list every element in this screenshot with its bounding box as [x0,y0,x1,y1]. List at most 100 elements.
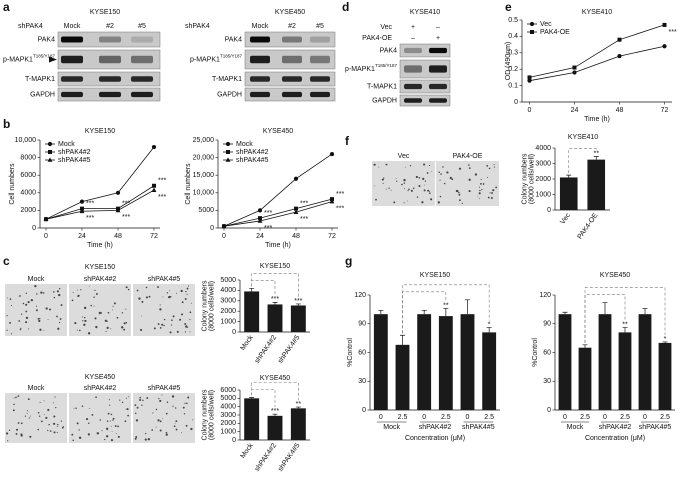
y-axis-label: Cell numbers [185,163,192,205]
y-tick-label: 1000 [220,429,236,436]
colony [26,412,28,414]
colony [73,407,75,409]
colony [7,440,9,442]
y-axis-label: (8000 cells/well) [528,154,535,204]
x-tick-label: 0 [422,414,426,421]
comparison-bracket [251,273,299,297]
significance: *** [271,408,279,415]
colony [80,289,82,291]
x-tick-label: 0 [466,414,470,421]
colony [461,202,463,205]
marker [257,208,263,213]
colony [121,326,124,329]
colony [187,396,190,399]
series-line [529,24,665,78]
y-tick-label: 0 [547,207,551,214]
colony [10,305,13,307]
colony [81,405,84,407]
blot-band [131,36,153,43]
colony [187,285,189,287]
y-axis-label: (8000 cells/well) [208,281,215,331]
chart-title: KYSE450 [260,375,290,382]
x-tick-label: Mock [239,442,255,460]
colony [186,287,189,290]
colony [185,424,188,427]
marker [79,199,85,204]
y-tick-label: 120 [539,292,551,299]
significance: *** [86,215,94,222]
colony [19,295,21,297]
colony [431,170,433,172]
colony [39,401,41,403]
bar [395,344,410,410]
colony [125,321,128,324]
group-label: Mock [567,424,584,431]
colony [176,330,179,333]
arrow [49,56,57,63]
condition-label: PAK4-OE [362,35,392,42]
blot-title: KYSE410 [410,9,440,16]
colony [119,399,121,401]
colony [190,427,193,431]
significance: *** [669,29,677,36]
blot-band [99,55,121,64]
blot-band [310,36,330,43]
colony [181,301,184,304]
colony [85,418,89,421]
colony [481,188,483,191]
colony [187,326,189,328]
y-axis-label: Colony numbers [201,389,208,440]
legend-label: shPAK4#5 [58,157,91,164]
colony [413,187,415,189]
micrograph-label: shPAK4#2 [84,385,117,392]
panel-label: g [345,254,352,268]
condition-sign: – [436,24,440,31]
colony [373,163,376,166]
blot-band [131,76,153,82]
colony [426,172,429,174]
colony [95,293,98,295]
colony [56,290,59,293]
colony [135,436,138,438]
colony [94,289,96,291]
legend-label: shPAK4#5 [236,157,269,164]
colony [172,405,174,407]
blot-band [61,36,83,43]
colony [175,428,178,431]
error-bar [642,308,648,315]
marker [329,151,335,157]
colony [145,286,148,289]
error-bar [249,397,255,399]
colony [25,303,28,306]
colony [135,419,139,422]
colony [378,166,380,168]
colony [53,415,56,418]
colony [78,429,80,431]
row-name: GAPDH [30,91,55,98]
legend-marker [47,157,53,162]
colony [110,425,112,427]
chart-title: KYSE410 [568,134,598,141]
colony [159,304,161,306]
colony [36,293,38,295]
colony [25,321,28,324]
colony [82,316,84,318]
colony [145,432,147,435]
lane-label: Mock [64,23,81,30]
colony [40,291,43,294]
marker [572,65,577,70]
colony [125,408,127,410]
colony [185,290,187,293]
colony [403,188,405,190]
y-tick-label: 4000 [20,190,36,197]
x-tick-label: 48 [292,233,300,240]
colony [107,311,110,314]
colony [170,324,173,326]
blot-strip [399,59,451,79]
error-bar [272,302,278,305]
colony [28,328,30,330]
colony [136,289,139,292]
y-tick-label: 15,000 [193,172,215,179]
colony [7,297,9,299]
marker [572,70,577,75]
